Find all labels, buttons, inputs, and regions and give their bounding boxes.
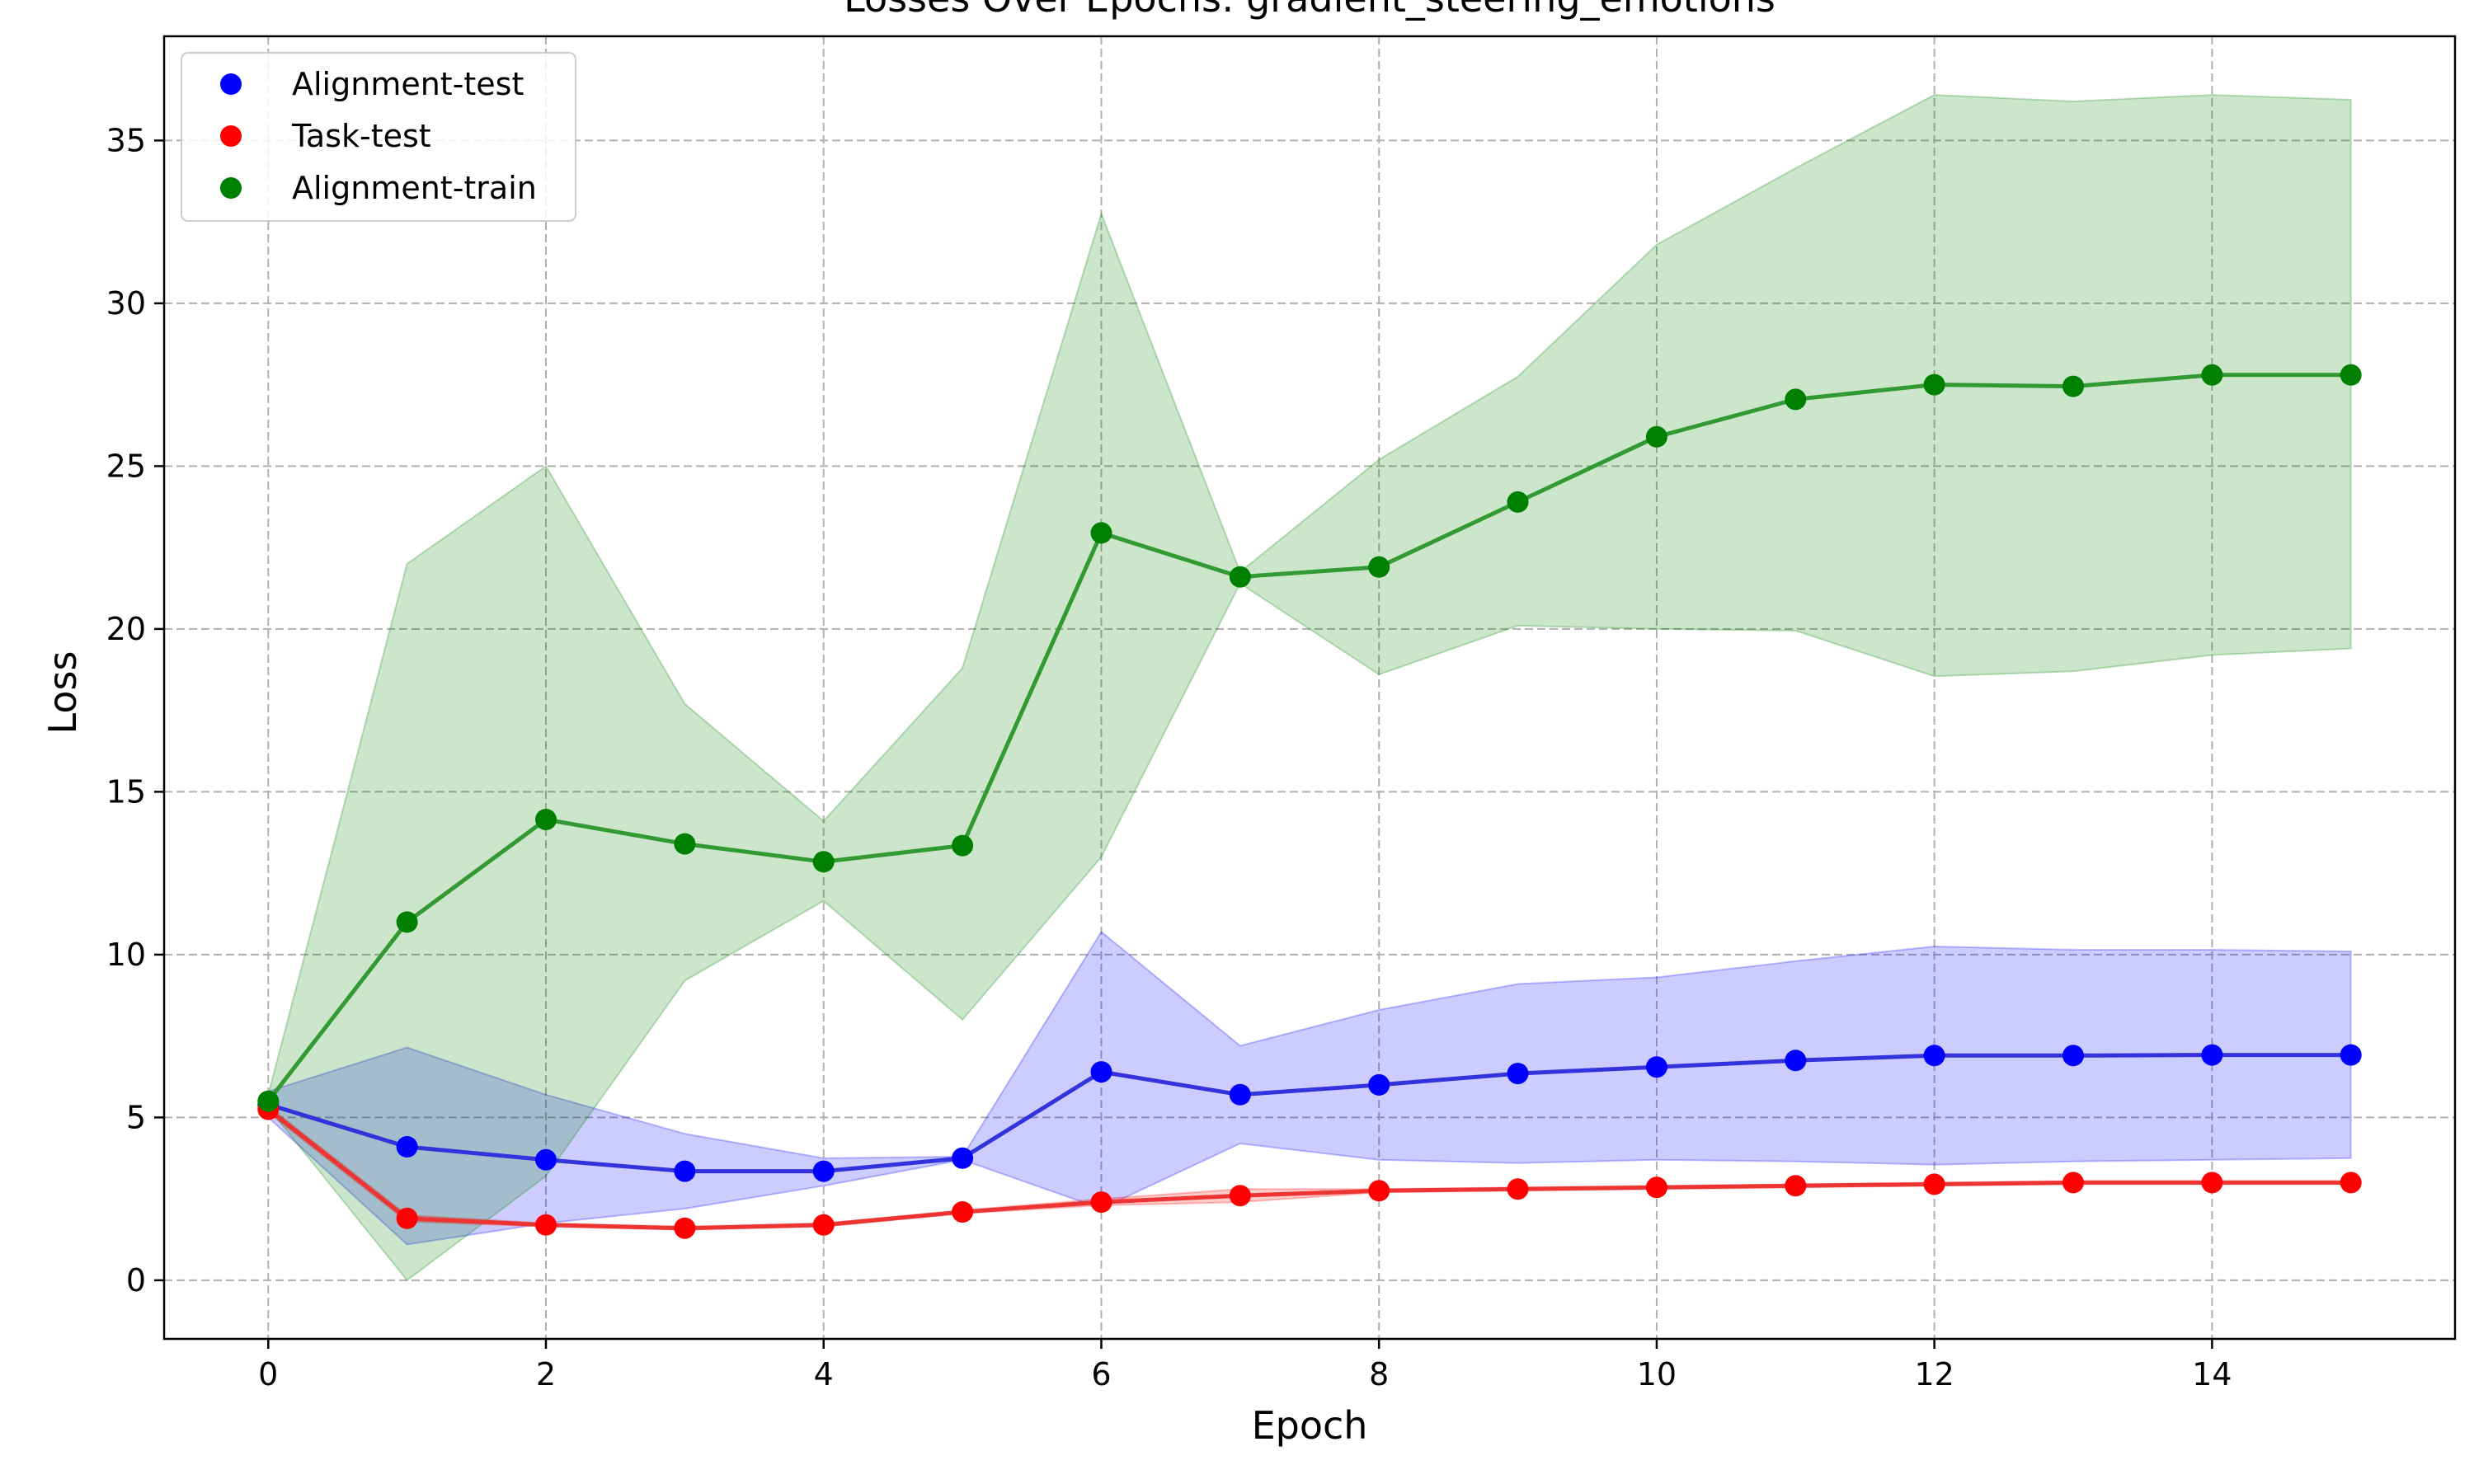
alignment-test-point bbox=[1229, 1083, 1251, 1106]
alignment-test-point bbox=[1507, 1063, 1529, 1085]
task-test-point bbox=[2340, 1172, 2362, 1194]
x-tick-label: 8 bbox=[1369, 1356, 1389, 1392]
legend: Alignment-test Task-test Alignment-train bbox=[181, 52, 576, 222]
x-axis: 0 2 4 6 8 10 12 14 bbox=[258, 1339, 2232, 1392]
legend-item-task-test: Task-test bbox=[220, 118, 431, 154]
alignment-train-band bbox=[267, 94, 2352, 1282]
alignment-test-point bbox=[396, 1136, 418, 1158]
alignment-test-point bbox=[2062, 1045, 2084, 1067]
task-test-point bbox=[1923, 1173, 1945, 1195]
alignment-train-point bbox=[674, 833, 696, 855]
legend-item-alignment-train: Alignment-train bbox=[220, 170, 537, 206]
task-test-point bbox=[1785, 1175, 1807, 1197]
alignment-train-point bbox=[1090, 522, 1112, 544]
y-axis: 0 5 10 15 20 25 30 35 bbox=[106, 122, 164, 1298]
alignment-test-point bbox=[2340, 1044, 2362, 1066]
y-tick-label: 25 bbox=[106, 448, 146, 484]
alignment-train-point bbox=[952, 834, 974, 857]
legend-box bbox=[181, 52, 576, 222]
x-tick-label: 12 bbox=[1914, 1356, 1954, 1392]
alignment-train-point bbox=[1785, 388, 1807, 411]
task-test-point bbox=[396, 1207, 418, 1229]
alignment-train-line bbox=[266, 373, 2351, 1103]
task-test-point bbox=[674, 1217, 696, 1239]
y-tick-label: 30 bbox=[106, 285, 146, 322]
y-tick-label: 15 bbox=[106, 773, 146, 810]
legend-label: Alignment-train bbox=[292, 170, 537, 206]
alignment-test-point bbox=[2201, 1044, 2223, 1066]
x-axis-label: Epoch bbox=[1252, 1403, 1368, 1448]
alignment-test-point bbox=[1785, 1050, 1807, 1072]
task-test-point bbox=[1645, 1176, 1667, 1199]
legend-marker bbox=[220, 125, 242, 147]
series-lines bbox=[266, 373, 2351, 1231]
x-tick-label: 2 bbox=[536, 1356, 556, 1392]
x-tick-label: 4 bbox=[814, 1356, 834, 1392]
alignment-train-point bbox=[1368, 556, 1390, 578]
task-test-point bbox=[1229, 1185, 1251, 1207]
chart-title: Losses Over Epochs: gradient_steering_em… bbox=[844, 0, 1776, 21]
alignment-train-point bbox=[2201, 364, 2223, 386]
confidence-bands bbox=[267, 94, 2352, 1282]
task-test-point bbox=[952, 1201, 974, 1223]
task-test-point bbox=[812, 1214, 835, 1236]
task-test-point bbox=[1368, 1180, 1390, 1202]
alignment-train-point bbox=[1507, 491, 1529, 513]
x-tick-label: 6 bbox=[1091, 1356, 1111, 1392]
legend-marker bbox=[220, 177, 242, 199]
alignment-test-point bbox=[1090, 1061, 1112, 1083]
task-test-point bbox=[1507, 1178, 1529, 1200]
grid bbox=[164, 36, 2455, 1339]
alignment-test-point bbox=[1368, 1073, 1390, 1096]
task-test-point bbox=[1090, 1191, 1112, 1214]
alignment-test-line bbox=[267, 1053, 2351, 1174]
legend-label: Alignment-test bbox=[292, 66, 524, 102]
x-tick-label: 0 bbox=[258, 1356, 278, 1392]
legend-label: Task-test bbox=[291, 118, 431, 154]
task-test-point bbox=[2201, 1172, 2223, 1194]
alignment-train-point bbox=[2062, 375, 2084, 397]
plot-frame bbox=[162, 35, 2457, 1341]
y-axis-label: Loss bbox=[40, 651, 85, 735]
task-test-point bbox=[535, 1214, 557, 1236]
alignment-test-point bbox=[812, 1160, 835, 1182]
legend-item-alignment-test: Alignment-test bbox=[220, 66, 524, 102]
alignment-test-point bbox=[535, 1148, 557, 1171]
alignment-train-point bbox=[1645, 425, 1667, 448]
y-tick-label: 0 bbox=[126, 1262, 146, 1298]
alignment-train-point bbox=[257, 1090, 280, 1112]
y-tick-label: 35 bbox=[106, 122, 146, 158]
y-tick-label: 10 bbox=[106, 937, 146, 973]
alignment-train-point bbox=[1229, 566, 1251, 588]
y-tick-label: 20 bbox=[106, 611, 146, 647]
series-points bbox=[257, 364, 2362, 1239]
alignment-test-point bbox=[1923, 1045, 1945, 1067]
alignment-test-point bbox=[674, 1160, 696, 1182]
task-test-point bbox=[2062, 1172, 2084, 1194]
alignment-train-point bbox=[1923, 373, 1945, 396]
task-test-line bbox=[266, 1107, 2351, 1231]
alignment-test-point bbox=[1645, 1056, 1667, 1078]
alignment-train-point bbox=[2340, 364, 2362, 386]
y-tick-label: 5 bbox=[126, 1099, 146, 1135]
alignment-train-point bbox=[812, 851, 835, 873]
legend-marker bbox=[220, 73, 242, 95]
alignment-train-point bbox=[396, 911, 418, 933]
alignment-train-point bbox=[535, 809, 557, 830]
x-tick-label: 14 bbox=[2192, 1356, 2232, 1392]
x-tick-label: 10 bbox=[1637, 1356, 1677, 1392]
alignment-test-point bbox=[952, 1147, 974, 1169]
